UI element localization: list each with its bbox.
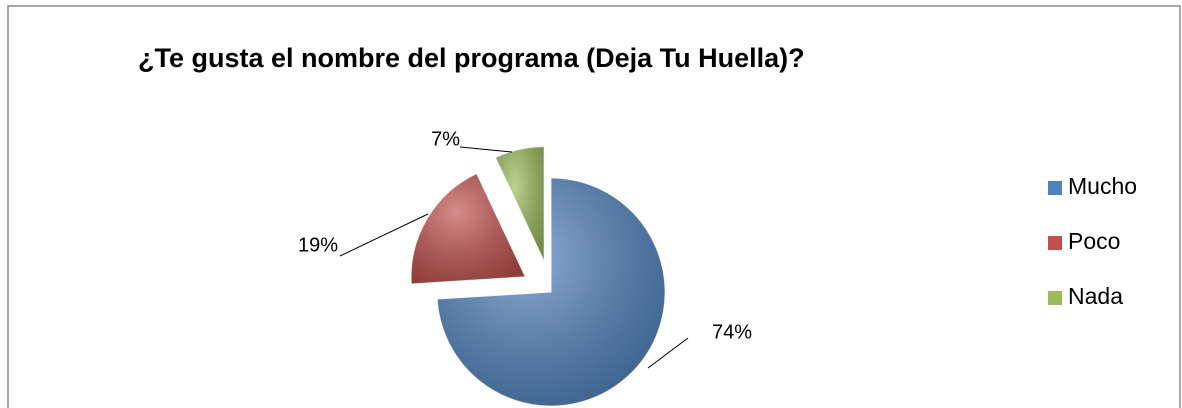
leader-line — [647, 337, 689, 369]
legend-label: Mucho — [1068, 173, 1137, 199]
slice-shade — [437, 178, 666, 406]
leader-line — [459, 146, 513, 153]
leader-line — [339, 213, 429, 257]
legend-swatch — [1048, 291, 1062, 305]
slice-shade — [495, 146, 545, 261]
legend-swatch — [1048, 236, 1062, 250]
legend-swatch — [1048, 181, 1062, 195]
legend-label: Nada — [1068, 283, 1123, 309]
chart-title: ¿Te gusta el nombre del programa (Deja T… — [138, 43, 805, 73]
data-label: 19% — [298, 234, 338, 256]
slice-shade — [411, 173, 526, 284]
data-label: 74% — [712, 321, 752, 343]
legend-label: Poco — [1068, 228, 1120, 254]
data-label: 7% — [431, 128, 460, 150]
